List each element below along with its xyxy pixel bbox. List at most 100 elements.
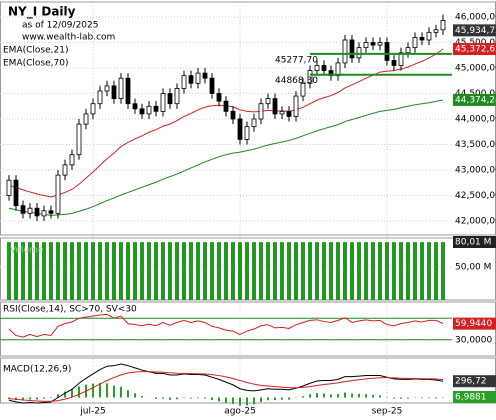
histogram-bar: [162, 397, 164, 399]
histogram-bar: [365, 394, 367, 398]
volume-bar: [343, 242, 347, 300]
candle-body: [111, 85, 117, 100]
histogram-bar: [204, 397, 206, 399]
histogram-bar: [267, 397, 269, 401]
candle-body: [139, 108, 145, 115]
candle-body: [132, 103, 138, 110]
histogram-bar: [22, 397, 24, 401]
candle-body: [167, 93, 173, 105]
y-tick-label: 42,500,00: [455, 191, 496, 201]
candle-body: [174, 88, 180, 105]
volume-bar: [427, 242, 431, 300]
legend-entry: EMA(Close,21): [3, 46, 68, 56]
candle-body: [62, 164, 68, 176]
candle-body: [209, 77, 215, 94]
volume-bar: [84, 242, 88, 300]
value-badge: [453, 93, 496, 106]
volume-bar: [119, 242, 123, 300]
macd-line: [8, 363, 444, 404]
volume-bar: [287, 242, 291, 300]
candle-body: [90, 103, 96, 115]
volume-bar: [259, 242, 263, 300]
volume-bar: [210, 242, 214, 300]
volume-bar: [434, 242, 438, 300]
source: www.wealth-lab.com: [22, 33, 115, 43]
volume-bar: [350, 242, 354, 300]
candle-body: [230, 110, 236, 120]
volume-bar: [112, 242, 116, 300]
candle-body: [69, 154, 75, 166]
volume-bar: [49, 242, 53, 300]
candle-body: [370, 42, 376, 46]
candle-body: [6, 179, 12, 196]
volume-bar: [420, 242, 424, 300]
histogram-bar: [302, 396, 304, 398]
value-badge-label: 296,72: [455, 377, 487, 387]
volume-bar: [315, 242, 319, 300]
candle-body: [384, 42, 390, 61]
histogram-bar: [176, 397, 178, 400]
candle-body: [118, 77, 124, 100]
volume-bar: [329, 242, 333, 300]
value-badge-label: 45,934,72: [455, 26, 496, 36]
pane-title: MACD(12,26,9): [3, 365, 71, 375]
y-tick-label: 44,000,00: [455, 115, 496, 125]
chart-title: NY_I Daily: [8, 5, 76, 20]
histogram-bar: [246, 397, 248, 406]
candle-body: [272, 98, 278, 115]
volume-bar: [105, 242, 109, 300]
subtitle: as of 12/09/2025: [22, 21, 98, 31]
y-tick-label: 43,500,00: [455, 140, 496, 150]
histogram-bar: [211, 397, 213, 401]
candle-body: [202, 72, 208, 79]
candle-body: [97, 90, 103, 105]
candle-body: [412, 37, 418, 49]
value-badge-label: 6,9881: [455, 393, 487, 403]
volume-bar: [203, 242, 207, 300]
histogram-bar: [323, 393, 325, 398]
candle-body: [76, 123, 82, 156]
histogram-bar: [169, 397, 171, 400]
x-tick-label: ago-25: [224, 407, 256, 417]
value-badge: [453, 43, 496, 56]
volume-bar: [196, 242, 200, 300]
y-tick-label: 45,000,00: [455, 64, 496, 74]
volume-bar: [77, 242, 81, 300]
x-tick-label: sep-25: [372, 407, 403, 417]
volume-bar: [161, 242, 165, 300]
x-tick-label: jul-25: [79, 407, 105, 417]
histogram-bar: [29, 397, 31, 400]
candle-body: [146, 105, 152, 115]
volume-bar: [42, 242, 46, 300]
value-badge: [453, 375, 496, 388]
volume-bar: [322, 242, 326, 300]
volume-bar: [63, 242, 67, 300]
histogram-bar: [253, 397, 255, 405]
volume-bar: [14, 242, 18, 300]
candle-body: [188, 75, 194, 84]
candle-body: [363, 42, 369, 49]
candle-body: [426, 31, 432, 41]
volume-bar: [364, 242, 368, 300]
candle-body: [244, 126, 250, 140]
histogram-bar: [379, 395, 381, 398]
volume-bar: [413, 242, 417, 300]
histogram-bar: [274, 397, 276, 401]
volume-bar: [441, 242, 445, 300]
candle-body: [20, 205, 26, 214]
histogram-bar: [141, 395, 143, 398]
candle-body: [237, 118, 243, 140]
value-badge: [453, 24, 496, 37]
candle-body: [34, 207, 40, 217]
histogram-bar: [99, 382, 101, 398]
histogram-bar: [113, 385, 115, 398]
histogram-bar: [358, 393, 360, 398]
volume-bar: [245, 242, 249, 300]
histogram-bar: [36, 397, 38, 400]
volume-bar: [357, 242, 361, 300]
histogram-bar: [190, 397, 192, 399]
volume-bar: [406, 242, 410, 300]
histogram-bar: [64, 391, 66, 398]
histogram-bar: [372, 394, 374, 398]
